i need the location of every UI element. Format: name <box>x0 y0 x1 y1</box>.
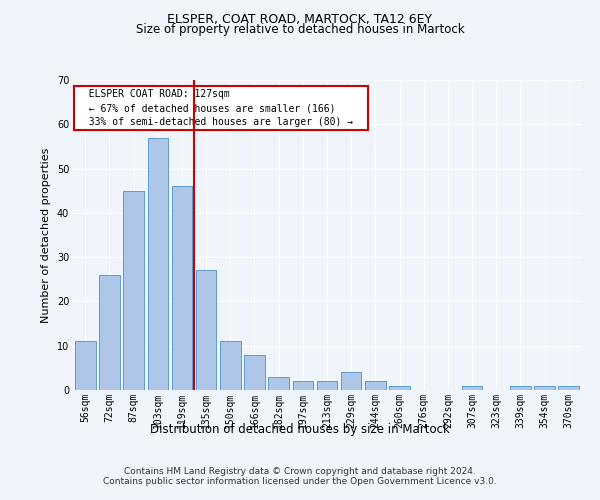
Bar <box>317 381 337 390</box>
Text: Contains HM Land Registry data © Crown copyright and database right 2024.: Contains HM Land Registry data © Crown c… <box>124 467 476 476</box>
Bar <box>75 342 95 390</box>
Text: Size of property relative to detached houses in Martock: Size of property relative to detached ho… <box>136 22 464 36</box>
Text: ELSPER, COAT ROAD, MARTOCK, TA12 6EY: ELSPER, COAT ROAD, MARTOCK, TA12 6EY <box>167 12 433 26</box>
Bar <box>220 342 241 390</box>
Bar <box>124 190 144 390</box>
Bar <box>462 386 482 390</box>
Bar <box>148 138 168 390</box>
Bar <box>172 186 192 390</box>
Bar <box>244 354 265 390</box>
Bar <box>99 275 120 390</box>
Bar <box>196 270 217 390</box>
Bar <box>559 386 579 390</box>
Bar <box>510 386 530 390</box>
Text: Contains public sector information licensed under the Open Government Licence v3: Contains public sector information licen… <box>103 477 497 486</box>
Text: ELSPER COAT ROAD: 127sqm
  ← 67% of detached houses are smaller (166)
  33% of s: ELSPER COAT ROAD: 127sqm ← 67% of detach… <box>77 90 365 128</box>
Bar <box>365 381 386 390</box>
Bar <box>293 381 313 390</box>
Bar <box>534 386 555 390</box>
Bar <box>341 372 361 390</box>
Text: Distribution of detached houses by size in Martock: Distribution of detached houses by size … <box>150 422 450 436</box>
Bar <box>389 386 410 390</box>
Bar <box>268 376 289 390</box>
Y-axis label: Number of detached properties: Number of detached properties <box>41 148 51 322</box>
